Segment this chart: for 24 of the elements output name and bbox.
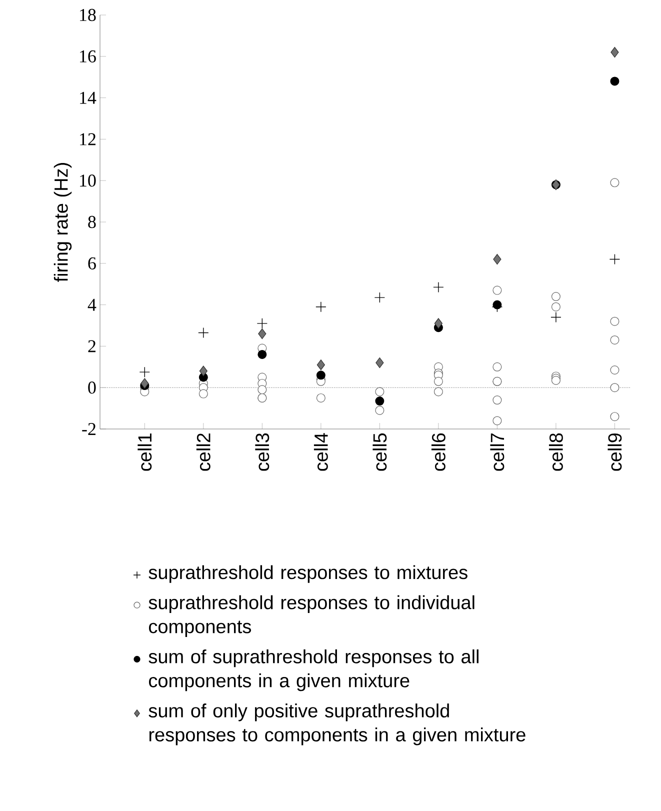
y-tick-label: 10 [80, 174, 96, 187]
x-tick-label: cell7 [490, 433, 504, 471]
x-tick-label: cell1 [138, 433, 152, 471]
x-tick-label: cell3 [255, 433, 270, 471]
y-tick-label: 2 [88, 340, 96, 352]
legend-label: sum of suprathreshold responses to all components in a given mixture [148, 649, 478, 692]
x-tick-label: cell6 [431, 433, 446, 471]
y-tick-label: 12 [80, 133, 96, 146]
x-tick-label: cell5 [372, 433, 387, 471]
y-tick-label: 16 [80, 50, 96, 62]
y-tick-label: -2 [82, 423, 96, 435]
x-tick-label: cell8 [548, 433, 563, 471]
x-tick-label: cell2 [196, 433, 210, 471]
x-tick-label: cell9 [608, 433, 622, 471]
y-axis-title: firing rate (Hz) [54, 163, 72, 282]
legend-label: sum of only positive suprathreshold responses to components in a given mixture [148, 704, 526, 746]
x-tick-label: cell4 [314, 433, 328, 471]
y-tick-label: 6 [88, 257, 96, 270]
y-tick-label: 18 [80, 8, 96, 22]
y-tick-label: 4 [88, 298, 96, 311]
y-tick-label: 14 [80, 92, 96, 104]
legend-label: suprathreshold responses to mixtures [148, 565, 468, 583]
y-tick-label: 0 [88, 382, 96, 394]
y-tick-label: 8 [88, 216, 96, 228]
